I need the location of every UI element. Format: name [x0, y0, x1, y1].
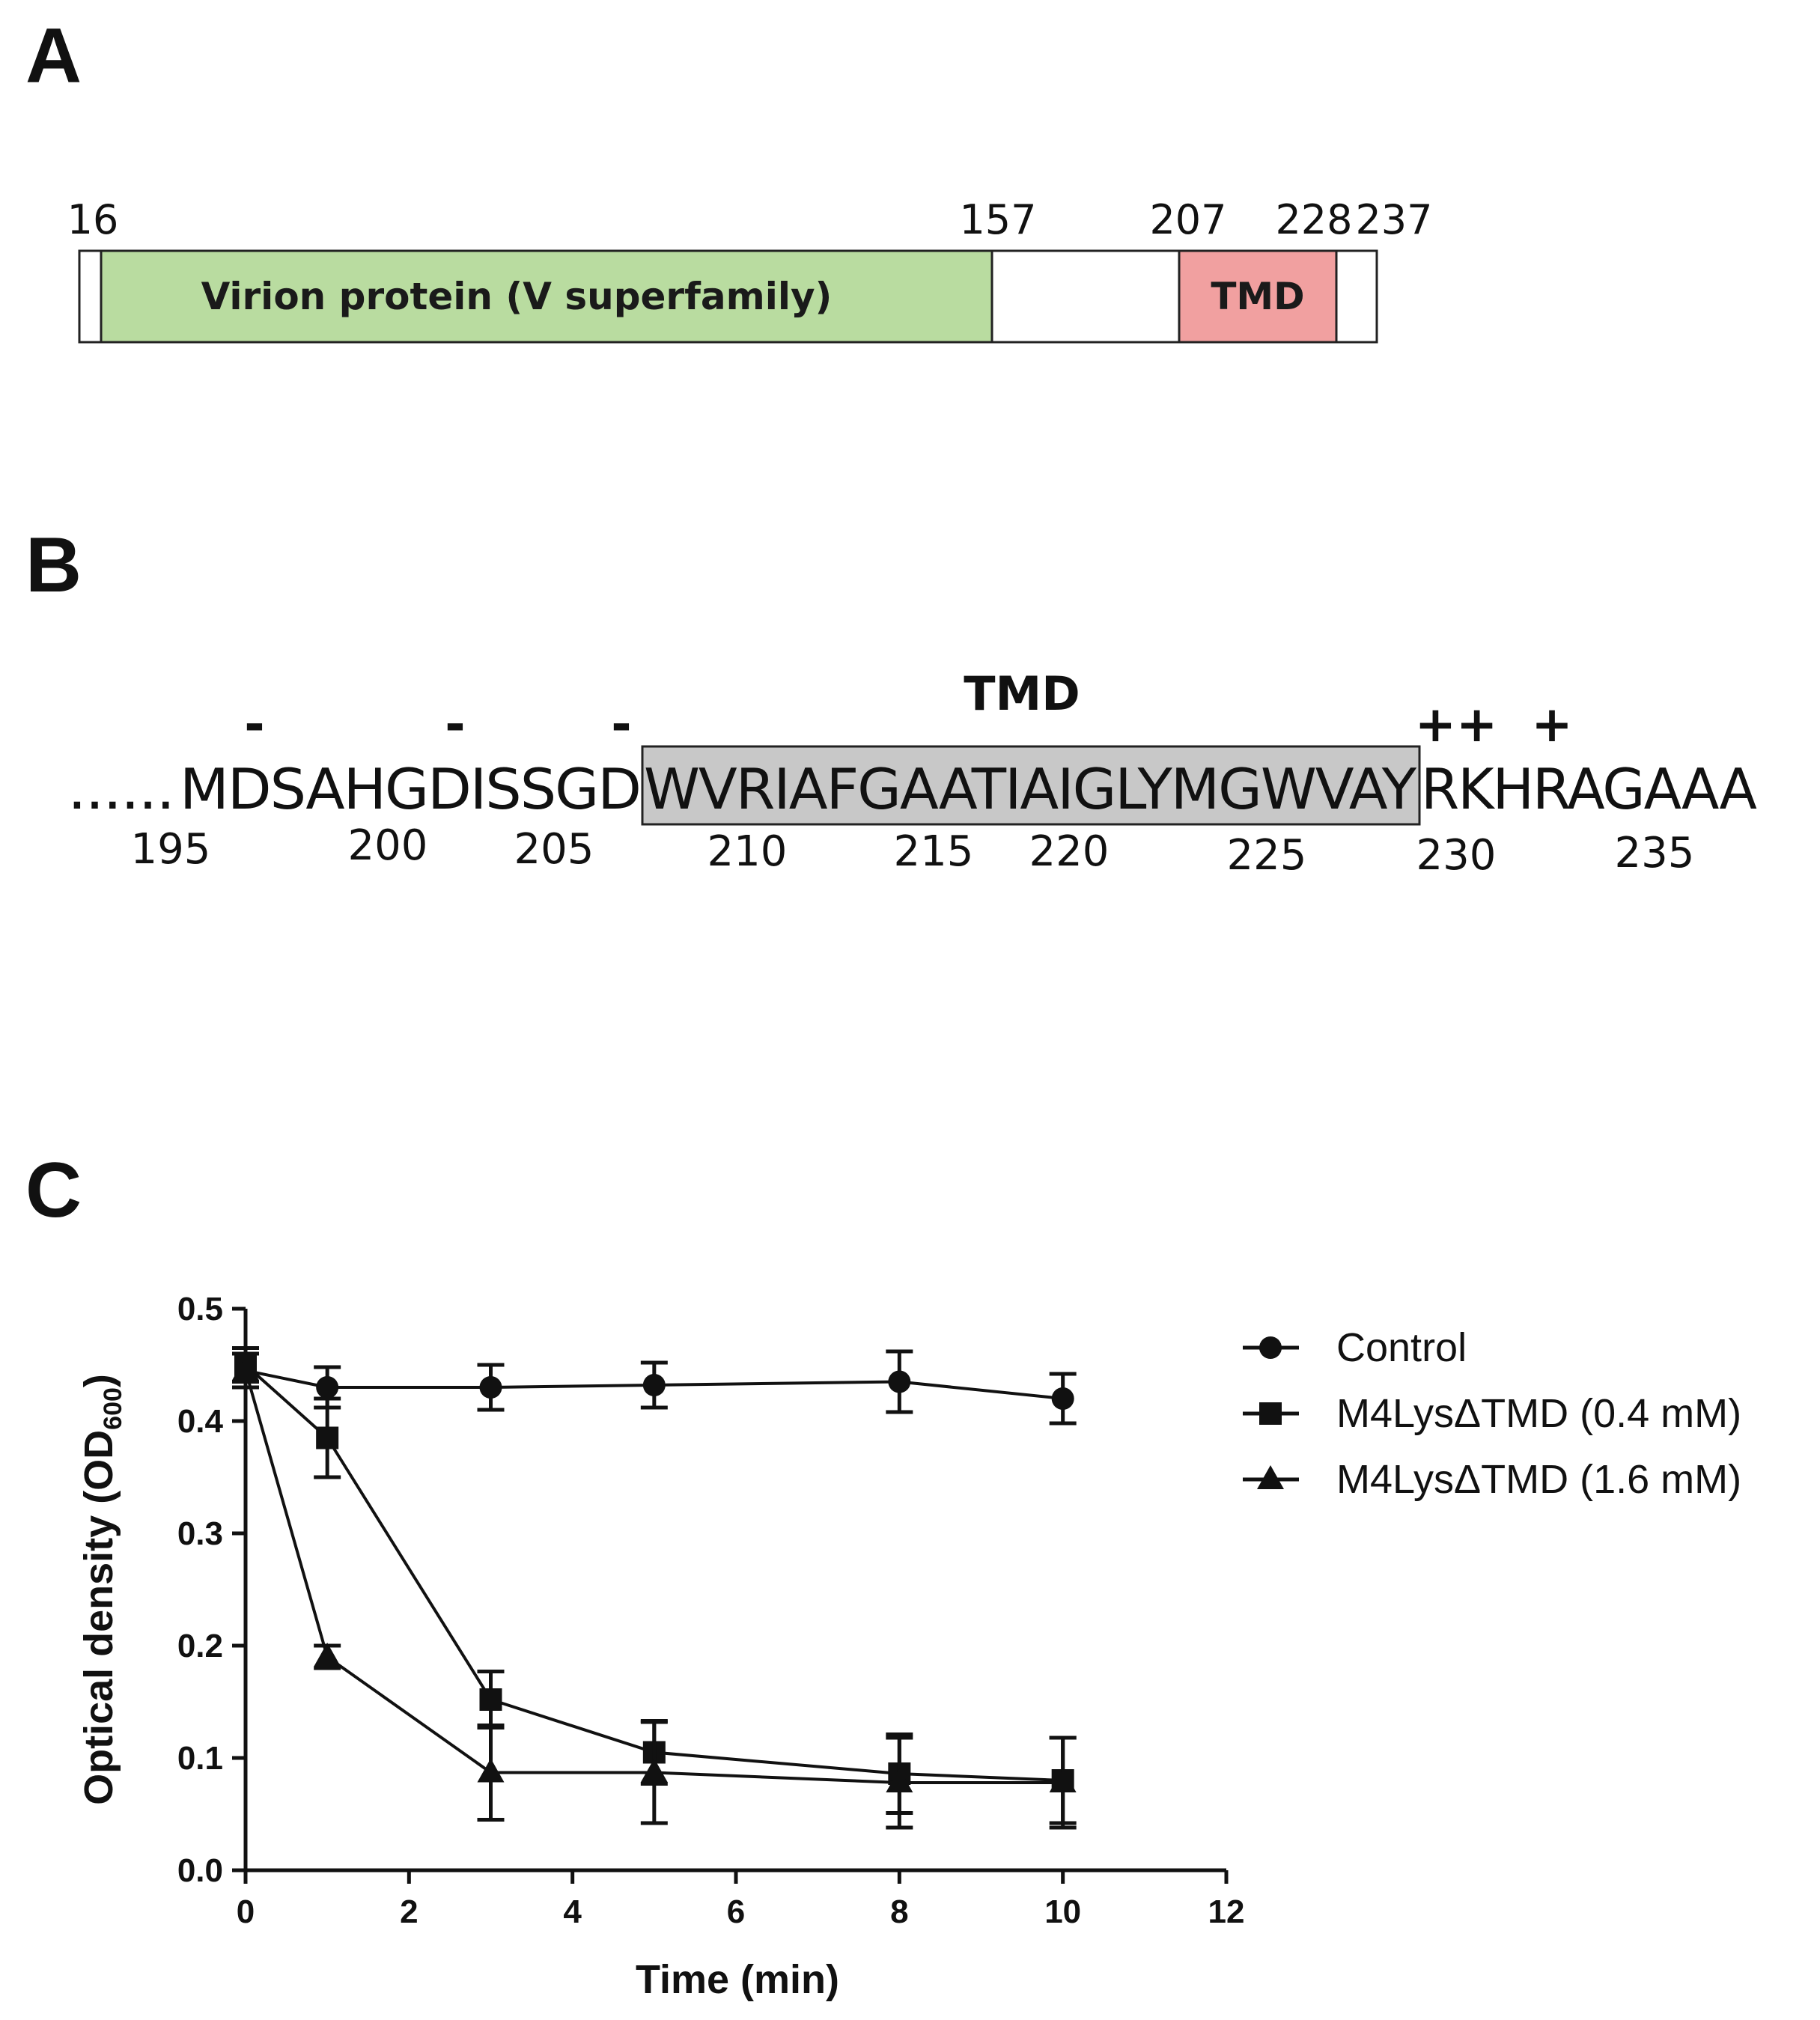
- tmd-domain-label: TMD: [1211, 275, 1304, 318]
- domain-position: 207: [1149, 196, 1226, 243]
- residue-number: 235: [1615, 829, 1695, 877]
- y-axis-ticks: 0.0 0.1 0.2 0.3 0.4 0.5: [177, 1291, 246, 1889]
- x-tick-label: 8: [890, 1893, 908, 1930]
- data-point: [316, 1376, 339, 1399]
- series-line: [244, 1369, 1063, 1784]
- residue-number: 215: [894, 827, 974, 876]
- tmd-title: TMD: [964, 666, 1080, 721]
- negative-charge: -: [611, 696, 631, 753]
- series-line: [244, 1363, 1063, 1782]
- legend-marker: [1259, 1402, 1282, 1425]
- legend-marker: [1259, 1336, 1282, 1359]
- data-point: [314, 1643, 341, 1667]
- y-tick-label: 0.4: [177, 1403, 224, 1440]
- positive-charge: ++: [1415, 696, 1498, 753]
- legend-label: M4LysΔTMD (0.4 mM): [1336, 1391, 1741, 1436]
- series-circle: [232, 1349, 1077, 1426]
- domain-position: 228: [1275, 196, 1352, 243]
- legend-label: M4LysΔTMD (1.6 mM): [1336, 1457, 1741, 1502]
- data-point: [888, 1370, 911, 1393]
- data-point: [1049, 1768, 1077, 1792]
- data-point: [1051, 1387, 1074, 1410]
- x-tick-label: 4: [563, 1893, 582, 1930]
- negative-charge: -: [445, 696, 465, 753]
- residue-number: 210: [707, 827, 788, 876]
- domain-position: 237: [1355, 196, 1432, 243]
- y-tick-label: 0.1: [177, 1740, 223, 1777]
- sequence-ellipsis: ......: [67, 756, 174, 822]
- x-tick-label: 10: [1044, 1893, 1081, 1930]
- x-axis-ticks: 0 2 4 6 8 10 12: [237, 1870, 1245, 1930]
- residue-number: 225: [1227, 831, 1307, 880]
- panel-label-a: A: [25, 13, 82, 100]
- series-line: [245, 1369, 1063, 1400]
- residue-number: 205: [514, 825, 594, 874]
- y-axis-title: Optical density (OD600): [76, 1374, 127, 1805]
- data-point: [477, 1758, 505, 1783]
- data-point: [232, 1356, 259, 1381]
- data-point: [479, 1688, 502, 1711]
- sequence-before-tmd: MDSAHGDISSGD: [180, 756, 640, 822]
- panel-label-c: C: [25, 1147, 82, 1234]
- x-tick-label: 2: [400, 1893, 418, 1930]
- legend-label: Control: [1336, 1325, 1467, 1370]
- x-tick-label: 6: [727, 1893, 745, 1930]
- data-point: [316, 1426, 339, 1449]
- data-point: [640, 1758, 668, 1783]
- panel-label-b: B: [25, 522, 82, 609]
- data-point: [479, 1376, 502, 1399]
- data-point: [886, 1768, 913, 1792]
- y-tick-label: 0.0: [177, 1852, 223, 1889]
- legend-marker: [1257, 1465, 1284, 1489]
- domain-position: 157: [959, 196, 1036, 243]
- residue-number: 220: [1029, 827, 1110, 876]
- virion-domain-label: Virion protein (V superfamily): [201, 275, 833, 318]
- domain-map: Virion protein (V superfamily) TMD 16 15…: [67, 196, 1433, 344]
- sequence-after-tmd: RKHRAGAAA: [1421, 756, 1757, 822]
- x-axis-title: Time (min): [636, 1957, 839, 2002]
- od-timecourse-chart: 0.00.10.20.30.40.5 0 2 4 6 8 10 12 Time (min) …: [76, 1291, 1741, 2002]
- chart-legend: Control M4LysΔTMD (0.4 mM) M4LysΔTMD (1.6 …: [1243, 1325, 1741, 1502]
- residue-number: 230: [1416, 831, 1497, 880]
- negative-charge: -: [244, 696, 264, 753]
- y-axis-title-close: ): [76, 1374, 121, 1387]
- virion-domain: [100, 249, 993, 344]
- domain-position: 16: [67, 196, 119, 243]
- tmd-highlight-box: [641, 745, 1421, 826]
- series-triangle: [232, 1351, 1077, 1830]
- positive-charge: +: [1531, 696, 1572, 753]
- residue-number: 200: [348, 821, 428, 870]
- x-tick-label: 0: [237, 1893, 255, 1930]
- series-layer: [232, 1346, 1077, 1830]
- data-point: [642, 1374, 666, 1396]
- sequence-panel: TMD - - - ++ + ...... MDSAHGDISSGD WVRIA…: [67, 666, 1759, 880]
- tmd-domain: [1178, 249, 1338, 344]
- y-axis-title-main: Optical density (OD: [76, 1430, 121, 1805]
- y-axis-title-subscript: 600: [99, 1387, 127, 1430]
- y-tick-label: 0.3: [177, 1515, 223, 1552]
- sequence-tmd: WVRIAFGAATIAIGLYMGWVAY: [644, 756, 1416, 822]
- x-tick-label: 12: [1208, 1893, 1245, 1930]
- y-tick-label: 0.5: [177, 1291, 223, 1327]
- y-tick-label: 0.2: [177, 1628, 223, 1664]
- residue-number: 195: [131, 825, 211, 874]
